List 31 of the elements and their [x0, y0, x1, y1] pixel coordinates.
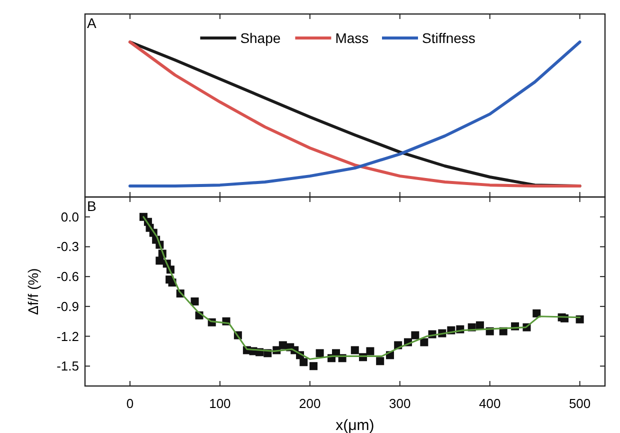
- point: [366, 347, 374, 356]
- y-axis-title: Δf/f (%): [25, 268, 41, 315]
- point: [190, 297, 199, 306]
- y-tick-label: -0.3: [56, 239, 79, 254]
- y-tick-label: -1.2: [56, 328, 79, 344]
- point: [316, 349, 324, 358]
- x-tick-label: 0: [126, 396, 134, 411]
- point: [376, 357, 384, 366]
- point: [278, 341, 287, 350]
- point: [300, 358, 308, 366]
- point: [411, 331, 420, 340]
- x-tick-label: 100: [209, 396, 231, 411]
- point: [350, 346, 359, 354]
- x-tick-label: 500: [568, 396, 591, 411]
- y-tick-label: -0.9: [56, 298, 79, 314]
- point: [420, 338, 428, 346]
- y-tick-label: -0.6: [56, 269, 79, 284]
- text: A: [87, 15, 97, 31]
- y-tick-label: 0.0: [60, 209, 79, 224]
- point: [156, 256, 164, 265]
- point: [532, 309, 541, 318]
- x-tick-label: 300: [389, 396, 411, 411]
- annotation: B: [87, 198, 96, 214]
- point: [310, 362, 318, 370]
- x-axis-title: x(μm): [336, 417, 374, 433]
- x-tick-label: 200: [299, 396, 321, 411]
- x-tick-label: 400: [478, 396, 501, 411]
- y-tick-label: -1.5: [56, 358, 79, 374]
- legend-label: Mass: [335, 30, 369, 46]
- legend-label: Shape: [240, 30, 281, 46]
- legend-label: Stiffness: [422, 30, 476, 46]
